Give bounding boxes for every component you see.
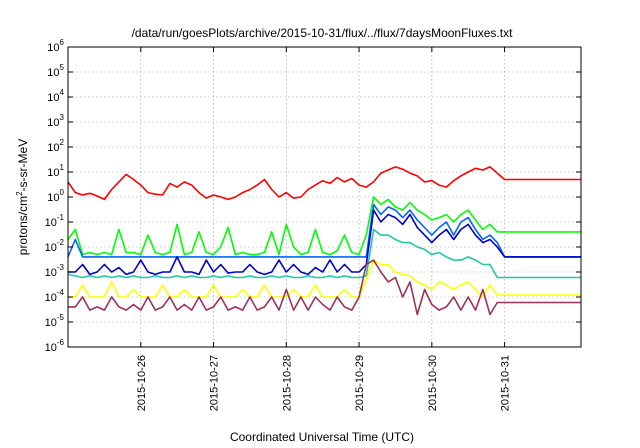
- x-tick-layer: 2015-10-26 2015-10-27 2015-10-28 2015-10-29…: [136, 47, 512, 411]
- x-tick-label: 2015-10-31: [500, 355, 512, 411]
- y-tick-exponent: -1: [57, 213, 65, 222]
- y-tick-label: 106: [47, 38, 64, 54]
- y-tick-base: 10: [45, 342, 57, 354]
- x-tick-label: 2015-10-30: [427, 355, 439, 411]
- y-tick-base: 10: [47, 67, 59, 79]
- y-tick-label: 101: [47, 163, 64, 179]
- y-tick-exponent: 3: [60, 113, 65, 122]
- y-tick-exponent: 6: [60, 38, 65, 47]
- y-tick-layer: 10-610-510-410-310-210-11001011021031041…: [45, 38, 581, 354]
- y-tick-base: 10: [47, 92, 59, 104]
- y-tick-exponent: 5: [60, 63, 65, 72]
- x-tick-label: 2015-10-27: [209, 355, 221, 411]
- y-tick-base: 10: [45, 242, 57, 254]
- y-tick-label: 10-5: [45, 313, 65, 329]
- series-line-6: [68, 259, 581, 316]
- y-tick-label: 100: [47, 188, 64, 204]
- y-tick-label: 102: [47, 138, 64, 154]
- x-tick-label: 2015-10-29: [354, 355, 366, 411]
- y-tick-base: 10: [47, 42, 59, 54]
- y-tick-label: 103: [47, 113, 64, 129]
- y-axis-label: protons/cm2-s-sr-MeV: [15, 139, 30, 255]
- x-axis-label: Coordinated Universal Time (UTC): [230, 430, 414, 444]
- y-tick-exponent: -3: [57, 263, 65, 272]
- x-tick-label: 2015-10-26: [136, 355, 148, 411]
- y-tick-base: 10: [45, 292, 57, 304]
- y-tick-label: 10-6: [45, 338, 65, 354]
- y-tick-exponent: 1: [60, 163, 65, 172]
- y-tick-label: 10-4: [45, 288, 65, 304]
- y-tick-base: 10: [45, 217, 57, 229]
- y-tick-exponent: 2: [60, 138, 65, 147]
- series-line-1: [67, 196, 581, 256]
- y-tick-base: 10: [47, 167, 59, 179]
- y-tick-exponent: -4: [57, 288, 65, 297]
- series-line-2: [67, 203, 581, 258]
- series-line-5: [68, 259, 581, 298]
- x-tick-label: 2015-10-28: [281, 355, 293, 411]
- y-tick-exponent: -2: [57, 238, 65, 247]
- y-tick-base: 10: [47, 142, 59, 154]
- y-axis-label-part: protons/cm: [16, 196, 30, 255]
- y-tick-exponent: 4: [60, 88, 65, 97]
- series-line-0: [67, 166, 581, 201]
- y-tick-label: 10-2: [45, 238, 65, 254]
- y-tick-base: 10: [45, 267, 57, 279]
- y-tick-label: 10-3: [45, 263, 65, 279]
- y-axis-label-superscript: 2: [15, 191, 24, 196]
- y-tick-label: 10-1: [45, 213, 65, 229]
- series-line-4: [67, 228, 581, 279]
- y-tick-label: 104: [47, 88, 64, 104]
- y-tick-base: 10: [47, 192, 59, 204]
- y-tick-exponent: -5: [57, 313, 65, 322]
- y-axis-label-part: -s-sr-MeV: [16, 139, 30, 192]
- y-tick-exponent: 0: [60, 188, 65, 197]
- y-tick-base: 10: [47, 117, 59, 129]
- y-tick-exponent: -6: [57, 338, 65, 347]
- series-line-3: [68, 209, 581, 276]
- y-tick-base: 10: [45, 317, 57, 329]
- chart-title: /data/run/goesPlots/archive/2015-10-31/f…: [132, 26, 514, 40]
- y-tick-label: 105: [47, 63, 64, 79]
- series-layer: [67, 166, 581, 316]
